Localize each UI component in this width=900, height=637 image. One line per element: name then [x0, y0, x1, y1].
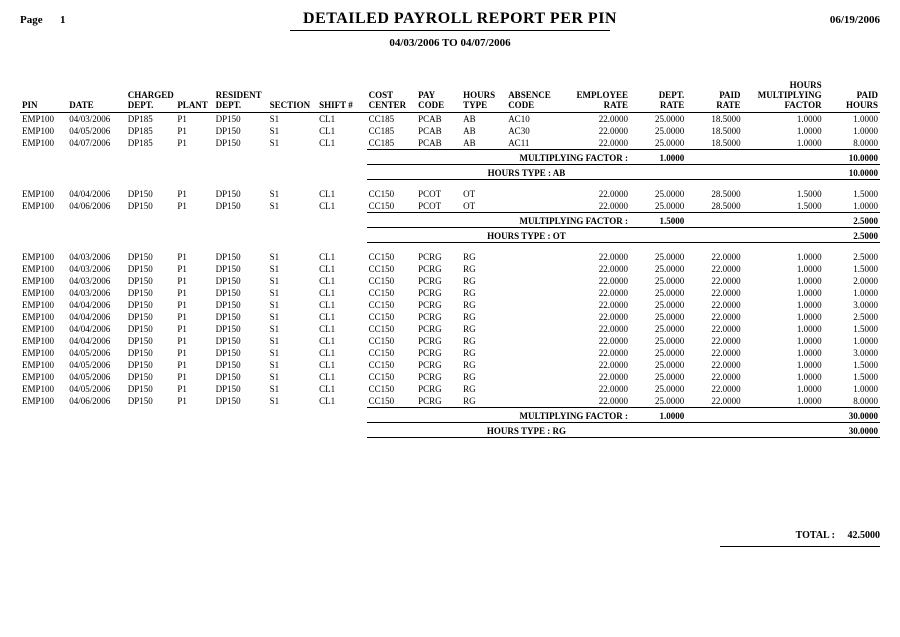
table-row: EMP10004/03/2006DP150P1DP150S1CL1CC150PC…	[20, 251, 880, 263]
table-row: EMP10004/05/2006DP150P1DP150S1CL1CC150PC…	[20, 371, 880, 383]
title-underline	[290, 30, 610, 31]
column-header-rdept: RESIDENT DEPT.	[214, 79, 268, 113]
table-row: EMP10004/03/2006DP185P1DP150S1CL1CC185PC…	[20, 113, 880, 126]
table-row: EMP10004/04/2006DP150P1DP150S1CL1CC150PC…	[20, 311, 880, 323]
table-row: EMP10004/04/2006DP150P1DP150S1CL1CC150PC…	[20, 323, 880, 335]
table-row: EMP10004/03/2006DP150P1DP150S1CL1CC150PC…	[20, 287, 880, 299]
table-row: EMP10004/07/2006DP185P1DP150S1CL1CC185PC…	[20, 137, 880, 150]
grand-total-label: TOTAL :	[796, 530, 835, 541]
column-header-ph: PAID HOURS	[824, 79, 880, 113]
report-title: DETAILED PAYROLL REPORT PER PIN	[120, 10, 800, 28]
column-header-plant: PLANT	[175, 79, 213, 113]
column-headers: PINDATECHARGED DEPT.PLANTRESIDENT DEPT.S…	[20, 79, 880, 113]
table-row: EMP10004/05/2006DP150P1DP150S1CL1CC150PC…	[20, 359, 880, 371]
column-header-cc: COST CENTER	[367, 79, 417, 113]
column-header-pin: PIN	[20, 79, 67, 113]
table-row: EMP10004/04/2006DP150P1DP150S1CL1CC150PC…	[20, 188, 880, 200]
table-row: EMP10004/03/2006DP150P1DP150S1CL1CC150PC…	[20, 263, 880, 275]
column-header-paycode: PAY CODE	[416, 79, 461, 113]
table-row: EMP10004/04/2006DP150P1DP150S1CL1CC150PC…	[20, 299, 880, 311]
divider-row	[20, 438, 880, 441]
column-header-date: DATE	[67, 79, 126, 113]
hours-type-subtotal: HOURS TYPE : RG30.0000	[20, 425, 880, 438]
column-header-deptrate: DEPT. RATE	[630, 79, 686, 113]
page-label: Page	[20, 14, 60, 26]
hours-type-subtotal: HOURS TYPE : AB10.0000	[20, 167, 880, 180]
column-header-shift: SHIFT #	[317, 79, 367, 113]
column-header-htype: HOURS TYPE	[461, 79, 506, 113]
column-header-cdept: CHARGED DEPT.	[126, 79, 176, 113]
multiplying-factor-subtotal: MULTIPLYING FACTOR :1.000030.0000	[20, 410, 880, 423]
table-row: EMP10004/05/2006DP150P1DP150S1CL1CC150PC…	[20, 383, 880, 395]
multiplying-factor-subtotal: MULTIPLYING FACTOR :1.000010.0000	[20, 152, 880, 165]
column-header-mf: HOURS MULTIPLYING FACTOR	[743, 79, 824, 113]
page-number: 1	[60, 14, 120, 26]
report-period: 04/03/2006 TO 04/07/2006	[20, 37, 880, 49]
table-row: EMP10004/03/2006DP150P1DP150S1CL1CC150PC…	[20, 275, 880, 287]
multiplying-factor-subtotal: MULTIPLYING FACTOR :1.50002.5000	[20, 215, 880, 228]
column-header-section: SECTION	[268, 79, 318, 113]
payroll-table: PINDATECHARGED DEPT.PLANTRESIDENT DEPT.S…	[20, 79, 880, 440]
grand-total: TOTAL : 42.5000	[20, 530, 880, 552]
hours-type-subtotal: HOURS TYPE : OT2.5000	[20, 230, 880, 243]
table-row: EMP10004/05/2006DP185P1DP150S1CL1CC185PC…	[20, 125, 880, 137]
table-row: EMP10004/05/2006DP150P1DP150S1CL1CC150PC…	[20, 347, 880, 359]
column-header-emprate: EMPLOYEE RATE	[565, 79, 630, 113]
grand-total-value: 42.5000	[848, 530, 881, 541]
table-row: EMP10004/04/2006DP150P1DP150S1CL1CC150PC…	[20, 335, 880, 347]
column-header-paidrate: PAID RATE	[686, 79, 742, 113]
column-header-abs: ABSENCE CODE	[506, 79, 565, 113]
table-row: EMP10004/06/2006DP150P1DP150S1CL1CC150PC…	[20, 395, 880, 408]
table-row: EMP10004/06/2006DP150P1DP150S1CL1CC150PC…	[20, 200, 880, 213]
report-header: Page 1 DETAILED PAYROLL REPORT PER PIN 0…	[20, 10, 880, 28]
report-date: 06/19/2006	[800, 14, 880, 26]
